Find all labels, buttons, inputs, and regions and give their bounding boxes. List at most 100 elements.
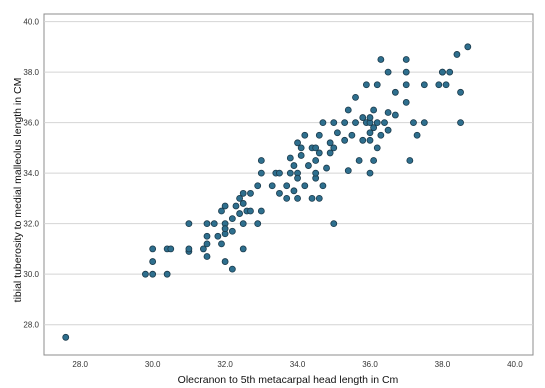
data-point bbox=[312, 144, 320, 152]
data-point bbox=[163, 270, 171, 278]
y-tick-label: 34.0 bbox=[23, 169, 39, 178]
data-point bbox=[247, 189, 254, 197]
data-point bbox=[203, 253, 211, 260]
data-point bbox=[402, 99, 410, 106]
data-point bbox=[366, 114, 374, 121]
data-point bbox=[239, 200, 247, 207]
y-tick-label: 28.0 bbox=[23, 321, 39, 330]
data-point bbox=[370, 106, 378, 114]
data-point bbox=[221, 258, 229, 265]
data-point bbox=[402, 56, 410, 63]
data-point bbox=[352, 119, 359, 127]
data-point bbox=[257, 207, 265, 215]
data-point bbox=[236, 210, 244, 217]
data-point bbox=[221, 225, 229, 233]
x-tick-label: 36.0 bbox=[362, 360, 378, 369]
data-point bbox=[457, 88, 464, 96]
data-point bbox=[149, 258, 157, 265]
data-point bbox=[247, 207, 254, 215]
data-point bbox=[308, 194, 316, 202]
data-point bbox=[297, 144, 305, 152]
x-tick-label: 30.0 bbox=[145, 360, 161, 369]
data-point bbox=[236, 194, 244, 202]
x-tick-labels: 28.0 30.0 32.0 34.0 36.0 38.0 40.0 bbox=[72, 360, 523, 369]
data-point bbox=[268, 182, 276, 190]
data-point bbox=[362, 81, 370, 89]
data-point bbox=[355, 157, 363, 164]
data-point bbox=[410, 119, 417, 127]
data-point bbox=[344, 106, 352, 114]
data-point bbox=[348, 131, 356, 139]
data-point bbox=[210, 220, 218, 228]
data-point bbox=[142, 270, 149, 278]
data-point bbox=[228, 227, 236, 235]
data-point bbox=[203, 232, 211, 240]
data-point bbox=[377, 131, 385, 139]
data-point bbox=[290, 162, 298, 169]
data-point bbox=[323, 164, 330, 172]
data-point bbox=[373, 119, 381, 127]
data-point bbox=[218, 240, 225, 248]
data-point bbox=[297, 152, 305, 159]
y-axis-title: tibial tuberosity to medial malleolus le… bbox=[12, 78, 24, 303]
data-point bbox=[402, 68, 410, 76]
data-point bbox=[373, 144, 381, 152]
data-point bbox=[203, 220, 211, 228]
data-point bbox=[239, 220, 247, 228]
data-point bbox=[366, 129, 374, 137]
data-point bbox=[232, 202, 240, 210]
data-point bbox=[319, 182, 327, 190]
data-point bbox=[384, 68, 392, 76]
y-tick-label: 40.0 bbox=[23, 18, 39, 27]
data-point bbox=[305, 162, 312, 169]
data-point bbox=[341, 136, 349, 144]
x-axis-title: Olecranon to 5th metacarpal head length … bbox=[178, 374, 399, 386]
data-point bbox=[185, 220, 193, 228]
data-point bbox=[326, 149, 334, 157]
data-point bbox=[420, 81, 428, 89]
data-point bbox=[239, 189, 247, 197]
data-point bbox=[276, 189, 283, 197]
x-tick-label: 38.0 bbox=[435, 360, 451, 369]
data-point bbox=[315, 131, 323, 139]
y-tick-label: 38.0 bbox=[23, 68, 39, 77]
data-point bbox=[373, 81, 381, 89]
data-point bbox=[286, 169, 294, 177]
data-point bbox=[333, 129, 341, 137]
data-point bbox=[254, 220, 262, 228]
data-point bbox=[359, 136, 367, 144]
x-tick-label: 28.0 bbox=[72, 360, 88, 369]
data-point bbox=[439, 68, 446, 76]
data-point bbox=[352, 93, 359, 101]
data-point bbox=[366, 136, 374, 144]
data-point bbox=[294, 194, 301, 202]
data-point bbox=[402, 81, 410, 89]
data-point bbox=[330, 119, 338, 127]
data-point bbox=[214, 232, 222, 240]
data-point bbox=[370, 157, 378, 164]
data-point bbox=[457, 119, 464, 127]
data-point bbox=[185, 245, 193, 253]
data-point bbox=[384, 109, 392, 116]
data-point bbox=[149, 245, 157, 253]
data-point bbox=[199, 245, 207, 253]
x-tick-label: 40.0 bbox=[507, 360, 523, 369]
data-point bbox=[330, 220, 338, 228]
data-point bbox=[283, 182, 291, 190]
data-point bbox=[301, 131, 309, 139]
data-point bbox=[286, 154, 294, 162]
data-point bbox=[167, 245, 175, 253]
data-point bbox=[312, 157, 320, 164]
data-point bbox=[290, 187, 298, 195]
data-point bbox=[435, 81, 443, 89]
data-point bbox=[218, 207, 225, 215]
data-point bbox=[464, 43, 472, 51]
data-point bbox=[254, 182, 262, 190]
data-point bbox=[442, 81, 450, 89]
y-tick-label: 36.0 bbox=[23, 119, 39, 128]
y-tick-label: 32.0 bbox=[23, 220, 39, 229]
data-point bbox=[391, 88, 399, 96]
data-point bbox=[370, 124, 378, 132]
data-point bbox=[420, 119, 428, 127]
